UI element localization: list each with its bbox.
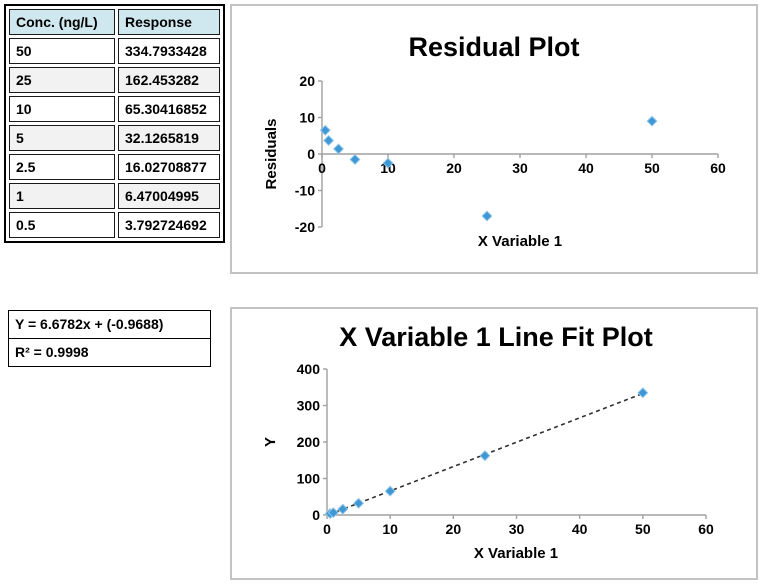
table-cell: 50: [9, 38, 115, 64]
y-tick-label: 20: [299, 73, 315, 89]
y-tick-label: 0: [312, 507, 320, 523]
table-cell: 2.5: [9, 154, 115, 180]
x-tick-label: 10: [382, 521, 398, 537]
table-row: 5 32.1265819: [9, 125, 220, 151]
table-cell: 10: [9, 96, 115, 122]
data-point-marker: [353, 497, 365, 509]
data-point-marker: [319, 124, 331, 136]
regression-equation: Y = 6.6782x + (-0.9688): [8, 310, 211, 339]
x-axis-label: X Variable 1: [474, 545, 558, 562]
table-cell: 3.792724692: [118, 212, 220, 238]
x-tick-label: 30: [509, 521, 525, 537]
x-tick-label: 50: [635, 521, 651, 537]
table-cell: 334.7933428: [118, 38, 220, 64]
y-tick-label: 300: [297, 398, 321, 414]
x-tick-label: 50: [644, 160, 660, 176]
line-fit-plot-chart: 0 100 200 300 400 0 10 20 30 40 50 60 X Variable 1 L…: [262, 322, 714, 562]
table-cell: 65.30416852: [118, 96, 220, 122]
table-row: 2.5 16.02708877: [9, 154, 220, 180]
y-tick-label: 200: [297, 434, 321, 450]
data-point-marker: [337, 503, 349, 515]
table-cell: 1: [9, 183, 115, 209]
table-body: 50 334.7933428 25 162.453282 10 65.30416852 5 3…: [9, 38, 220, 238]
y-tick-label: 0: [307, 146, 315, 162]
x-tick-label: 0: [323, 521, 331, 537]
table-cell: 5: [9, 125, 115, 151]
x-tick-label: 40: [572, 521, 588, 537]
x-tick-label: 40: [578, 160, 594, 176]
table-cell: 162.453282: [118, 67, 220, 93]
regression-summary: Y = 6.6782x + (-0.9688) R² = 0.9998: [8, 310, 211, 367]
y-axis-label: Residuals: [263, 119, 280, 190]
y-axis-label: Y: [262, 437, 279, 447]
table-row: 10 65.30416852: [9, 96, 220, 122]
data-point-marker: [481, 210, 493, 222]
table-header: Conc. (ng/L) Response: [9, 9, 220, 35]
x-axis-label: X Variable 1: [478, 233, 562, 250]
y-tick-label: -10: [295, 183, 315, 199]
chart-title: Residual Plot: [408, 32, 579, 62]
data-point-marker: [323, 134, 335, 147]
table-cell: 16.02708877: [118, 154, 220, 180]
r-squared-value: R² = 0.9998: [8, 338, 211, 367]
table-row: 0.5 3.792724692: [9, 212, 220, 238]
table-header-cell: Response: [118, 9, 220, 35]
x-tick-label: 60: [698, 521, 714, 537]
chart-title: X Variable 1 Line Fit Plot: [339, 322, 653, 352]
table-row: 1 6.47004995: [9, 183, 220, 209]
x-tick-label: 0: [318, 160, 326, 176]
y-tick-label: -20: [295, 219, 315, 235]
y-tick-label: 10: [299, 110, 315, 126]
table-header-row: Conc. (ng/L) Response: [9, 9, 220, 35]
data-point-marker: [349, 153, 361, 165]
table-cell: 6.47004995: [118, 183, 220, 209]
table-cell: 0.5: [9, 212, 115, 238]
line-fit-plot-panel: 0 100 200 300 400 0 10 20 30 40 50 60 X Variable 1 L…: [230, 307, 758, 580]
data-point-marker: [382, 157, 394, 169]
data-point-marker: [384, 485, 396, 497]
data-point-marker: [637, 387, 649, 399]
y-tick-label: 100: [297, 471, 321, 487]
data-table: Conc. (ng/L) Response 50 334.7933428 25 162.…: [4, 4, 225, 243]
table-header-cell: Conc. (ng/L): [9, 9, 115, 35]
data-point-marker: [332, 143, 345, 155]
table-cell: 32.1265819: [118, 125, 220, 151]
table-cell: 25: [9, 67, 115, 93]
x-tick-label: 30: [512, 160, 528, 176]
x-tick-label: 60: [710, 160, 726, 176]
table-row: 25 162.453282: [9, 67, 220, 93]
x-tick-label: 20: [446, 160, 462, 176]
table-row: 50 334.7933428: [9, 38, 220, 64]
data-point-marker: [327, 507, 339, 519]
y-tick-label: 400: [297, 361, 321, 377]
data-point-marker: [479, 450, 491, 462]
data-point-marker: [646, 115, 658, 127]
x-tick-label: 20: [446, 521, 462, 537]
